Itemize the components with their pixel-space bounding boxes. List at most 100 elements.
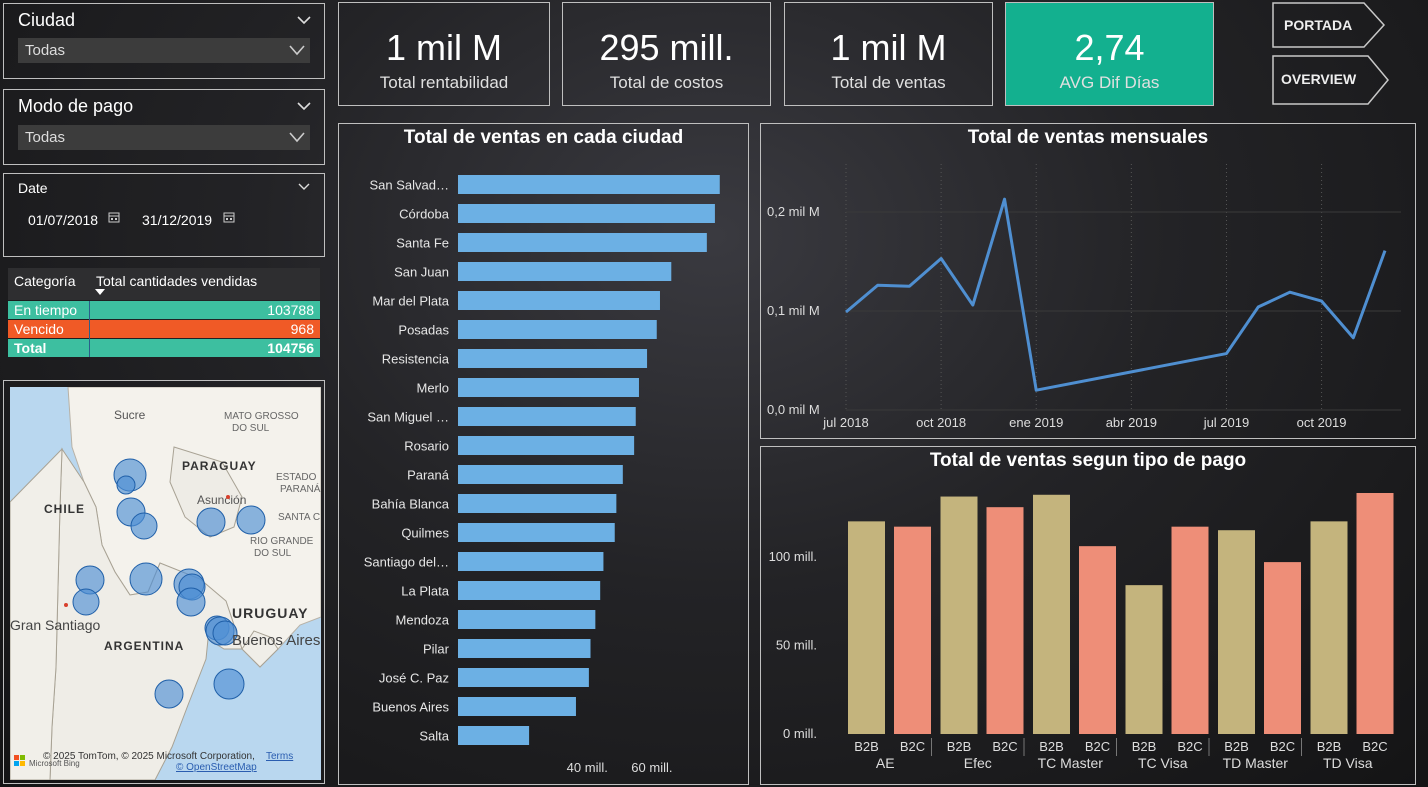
map-bubble[interactable] bbox=[130, 512, 158, 540]
bar[interactable] bbox=[458, 262, 672, 281]
bar[interactable] bbox=[458, 639, 591, 658]
map-bubble[interactable] bbox=[129, 562, 163, 596]
bar[interactable] bbox=[1310, 521, 1348, 734]
map-land-uruguay bbox=[241, 630, 279, 668]
bar[interactable] bbox=[458, 320, 657, 339]
bar[interactable] bbox=[458, 407, 636, 426]
bar[interactable] bbox=[1033, 494, 1070, 734]
chart-title: Total de ventas segun tipo de pago bbox=[929, 450, 1247, 471]
map-label: Gran Santiago bbox=[10, 617, 100, 633]
sort-desc-icon[interactable] bbox=[95, 289, 105, 295]
map-bubble[interactable] bbox=[72, 588, 100, 616]
map-attribution: © 2025 TomTom, © 2025 Microsoft Corporat… bbox=[43, 751, 255, 762]
y-tick-label: 0,1 mil M bbox=[767, 303, 820, 318]
kpi-avg-dif-dias: 2,74 AVG Dif Días bbox=[1005, 2, 1214, 106]
category-label: Buenos Aires bbox=[372, 700, 449, 715]
map-osm-link[interactable]: © OpenStreetMap bbox=[176, 762, 257, 773]
overview-button[interactable]: OVERVIEW bbox=[1272, 55, 1390, 105]
bar[interactable] bbox=[894, 526, 931, 734]
map-bubble[interactable] bbox=[213, 668, 245, 700]
bar[interactable] bbox=[458, 233, 707, 252]
bar[interactable] bbox=[1125, 585, 1163, 734]
bar[interactable] bbox=[458, 204, 715, 223]
kpi-value: 1 mil M bbox=[386, 27, 502, 68]
calendar-icon[interactable] bbox=[223, 211, 235, 223]
category-label: Quilmes bbox=[401, 526, 449, 541]
bar[interactable] bbox=[458, 465, 623, 484]
bar[interactable] bbox=[458, 175, 720, 194]
subcategory-label: B2C bbox=[1270, 739, 1295, 754]
bar[interactable] bbox=[458, 697, 576, 716]
bar[interactable] bbox=[458, 291, 660, 310]
chevron-down-icon[interactable] bbox=[296, 12, 312, 28]
category-label: Rosario bbox=[404, 439, 449, 454]
calendar-icon[interactable] bbox=[108, 211, 120, 223]
map-bubble[interactable] bbox=[116, 475, 136, 495]
subcategory-label: B2C bbox=[1177, 739, 1202, 754]
table-header bbox=[8, 268, 320, 300]
map-bubble[interactable] bbox=[236, 505, 266, 535]
bar[interactable] bbox=[940, 496, 978, 734]
bar[interactable] bbox=[458, 494, 617, 513]
kpi-label: Total rentabilidad bbox=[379, 73, 509, 92]
date-start-input[interactable]: 01/07/2018 bbox=[28, 212, 99, 228]
category-label: Bahía Blanca bbox=[372, 497, 450, 512]
category-label: Santiago del… bbox=[364, 555, 449, 570]
map-bubble[interactable] bbox=[196, 507, 226, 537]
bar[interactable] bbox=[458, 552, 604, 571]
bar[interactable] bbox=[458, 378, 639, 397]
date-end-input[interactable]: 31/12/2019 bbox=[142, 212, 213, 228]
bar[interactable] bbox=[1356, 493, 1394, 734]
modo-pago-dropdown[interactable]: Todas bbox=[18, 125, 310, 150]
bar[interactable] bbox=[458, 668, 589, 687]
map-bubble[interactable] bbox=[154, 679, 184, 709]
map-bubble[interactable] bbox=[212, 620, 238, 646]
category-label: San Salvad… bbox=[370, 178, 450, 193]
slicer-ciudad: Ciudad Todas bbox=[3, 3, 325, 79]
bar[interactable] bbox=[1079, 546, 1116, 734]
chevron-down-icon[interactable] bbox=[296, 98, 312, 114]
ciudad-dropdown-value: Todas bbox=[25, 42, 66, 59]
group-label: TD Master bbox=[1223, 755, 1289, 771]
bar[interactable] bbox=[458, 349, 648, 368]
bar[interactable] bbox=[458, 610, 596, 629]
bar[interactable] bbox=[1264, 562, 1301, 734]
map-terms-link[interactable]: Terms bbox=[266, 751, 294, 762]
bar[interactable] bbox=[848, 521, 885, 734]
table-header-categoria: Categoría bbox=[14, 273, 76, 289]
map-label: Asunción bbox=[197, 493, 246, 507]
ciudad-dropdown[interactable]: Todas bbox=[18, 38, 310, 63]
slicer-date-title: Date bbox=[18, 180, 48, 196]
bar[interactable] bbox=[986, 507, 1024, 734]
group-label: TC Visa bbox=[1138, 755, 1188, 771]
map-label: Sucre bbox=[114, 408, 146, 422]
subcategory-label: B2B bbox=[1132, 739, 1157, 754]
bar[interactable] bbox=[1218, 530, 1255, 734]
bar[interactable] bbox=[458, 581, 601, 600]
line-chart-mensual[interactable]: jul 2018 oct 2018 ene 2019 abr 2019 jul 2019… bbox=[761, 124, 1415, 438]
category-label: Posadas bbox=[398, 323, 449, 338]
map-bubble[interactable] bbox=[176, 587, 206, 617]
slicer-modo-pago: Modo de pago Todas bbox=[3, 89, 325, 165]
group-label: TC Master bbox=[1038, 755, 1104, 771]
category-label: Córdoba bbox=[399, 207, 450, 222]
kpi-label: Total de costos bbox=[609, 73, 724, 92]
bar-chart-ciudad[interactable]: 40 mill. 60 mill. San Salvad… Córdoba Santa … bbox=[339, 124, 748, 784]
chevron-down-icon[interactable] bbox=[298, 182, 310, 192]
series-line[interactable] bbox=[845, 197, 1387, 392]
portada-button[interactable]: PORTADA bbox=[1272, 2, 1386, 48]
portada-label: PORTADA bbox=[1284, 17, 1353, 33]
category-label: Mendoza bbox=[396, 613, 450, 628]
map-label: ARGENTINA bbox=[104, 639, 184, 653]
bar[interactable] bbox=[458, 436, 635, 455]
map-label: MATO GROSSO bbox=[224, 411, 299, 422]
bar[interactable] bbox=[458, 726, 530, 745]
chevron-down-icon bbox=[289, 132, 305, 143]
kpi-ventas: 1 mil M Total de ventas bbox=[784, 2, 993, 106]
bar[interactable] bbox=[458, 523, 615, 542]
y-tick-label: 50 mill. bbox=[776, 637, 817, 652]
bar[interactable] bbox=[1171, 526, 1209, 734]
category-label: Merlo bbox=[416, 381, 449, 396]
